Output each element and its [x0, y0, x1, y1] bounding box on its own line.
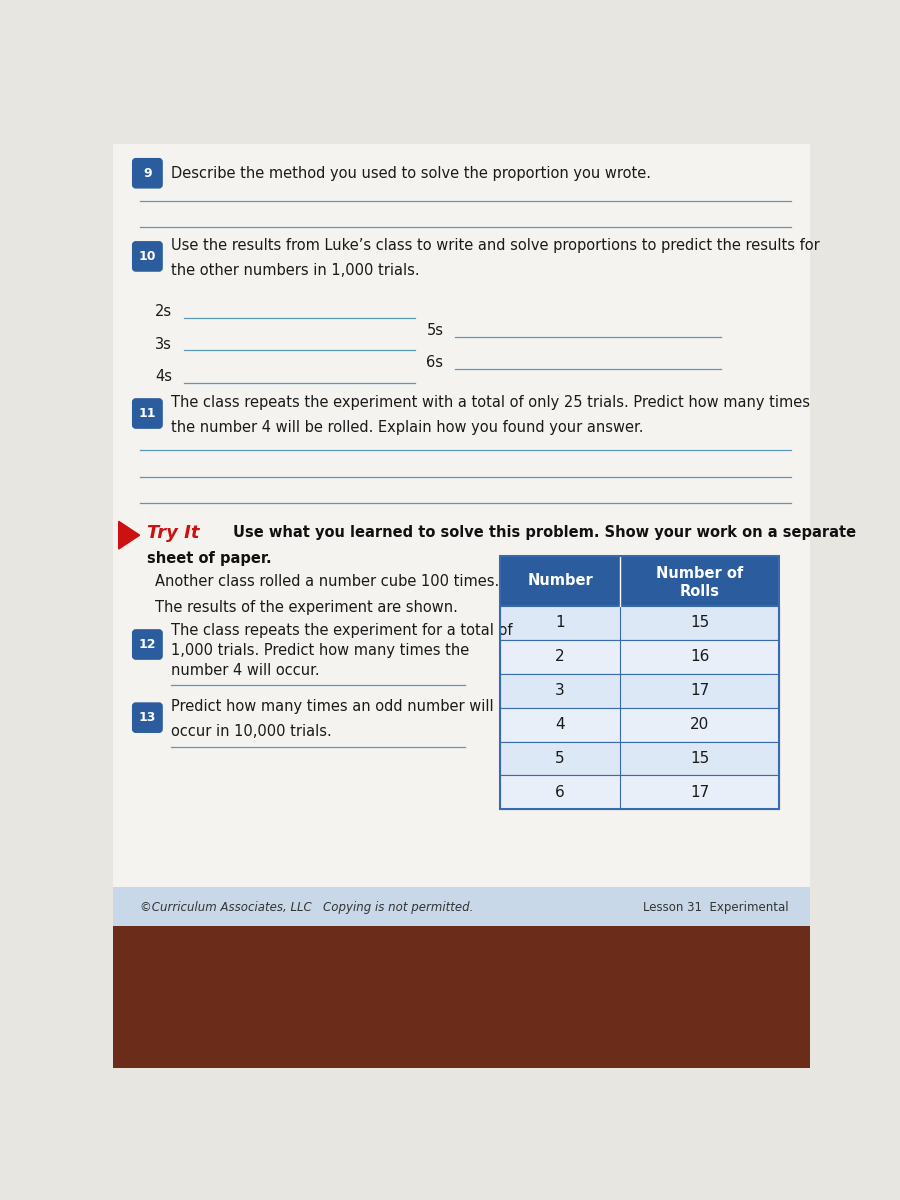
FancyBboxPatch shape — [132, 630, 162, 659]
Text: 17: 17 — [690, 785, 709, 800]
Text: 13: 13 — [139, 712, 156, 724]
Text: 6s: 6s — [427, 355, 444, 370]
Text: 2s: 2s — [155, 305, 172, 319]
Text: 12: 12 — [139, 638, 156, 650]
Text: 20: 20 — [690, 718, 709, 732]
Text: 3s: 3s — [155, 337, 172, 352]
Text: 5s: 5s — [427, 323, 444, 338]
Text: 4: 4 — [555, 718, 565, 732]
Bar — [500, 708, 779, 742]
Text: Another class rolled a number cube 100 times.: Another class rolled a number cube 100 t… — [155, 574, 500, 589]
Bar — [500, 742, 779, 775]
Bar — [500, 556, 779, 606]
Bar — [500, 640, 779, 673]
Text: Use what you learned to solve this problem. Show your work on a separate: Use what you learned to solve this probl… — [232, 526, 856, 540]
Bar — [500, 775, 779, 809]
Text: occur in 10,000 trials.: occur in 10,000 trials. — [171, 724, 331, 739]
Text: 17: 17 — [690, 683, 709, 698]
FancyBboxPatch shape — [132, 398, 162, 428]
Polygon shape — [119, 521, 140, 550]
Text: 16: 16 — [690, 649, 709, 665]
Bar — [500, 673, 779, 708]
Text: The results of the experiment are shown.: The results of the experiment are shown. — [155, 600, 458, 616]
Text: The class repeats the experiment for a total of: The class repeats the experiment for a t… — [171, 623, 512, 638]
Text: 15: 15 — [690, 751, 709, 766]
Text: 3: 3 — [555, 683, 565, 698]
Text: 9: 9 — [143, 167, 152, 180]
Text: the other numbers in 1,000 trials.: the other numbers in 1,000 trials. — [171, 263, 419, 277]
Bar — [112, 880, 810, 925]
Text: Number of: Number of — [656, 565, 743, 581]
Text: Use the results from Luke’s class to write and solve proportions to predict the : Use the results from Luke’s class to wri… — [171, 238, 819, 253]
Text: 11: 11 — [139, 407, 156, 420]
Text: The class repeats the experiment with a total of only 25 trials. Predict how man: The class repeats the experiment with a … — [171, 395, 810, 410]
Bar — [500, 556, 779, 809]
Bar — [112, 914, 810, 1068]
Bar — [500, 606, 779, 640]
Text: Lesson 31  Experimental: Lesson 31 Experimental — [643, 900, 788, 913]
Text: ©Curriculum Associates, LLC   Copying is not permitted.: ©Curriculum Associates, LLC Copying is n… — [140, 900, 473, 913]
Text: sheet of paper.: sheet of paper. — [147, 551, 271, 565]
Bar — [112, 144, 810, 887]
FancyBboxPatch shape — [132, 703, 162, 732]
Text: Number: Number — [527, 574, 593, 588]
Text: 4s: 4s — [155, 370, 172, 384]
Text: the number 4 will be rolled. Explain how you found your answer.: the number 4 will be rolled. Explain how… — [171, 420, 644, 434]
FancyBboxPatch shape — [132, 158, 162, 188]
Text: Rolls: Rolls — [680, 584, 720, 599]
Text: 5: 5 — [555, 751, 565, 766]
FancyBboxPatch shape — [132, 241, 162, 271]
Text: number 4 will occur.: number 4 will occur. — [171, 664, 320, 678]
Text: 1: 1 — [555, 616, 565, 630]
Text: 2: 2 — [555, 649, 565, 665]
Text: 10: 10 — [139, 250, 156, 263]
Text: Predict how many times an odd number will: Predict how many times an odd number wil… — [171, 700, 493, 714]
Text: Describe the method you used to solve the proportion you wrote.: Describe the method you used to solve th… — [171, 166, 651, 181]
Text: 1,000 trials. Predict how many times the: 1,000 trials. Predict how many times the — [171, 643, 469, 658]
Text: 6: 6 — [555, 785, 565, 800]
Text: 15: 15 — [690, 616, 709, 630]
Text: Try It: Try It — [147, 524, 199, 542]
